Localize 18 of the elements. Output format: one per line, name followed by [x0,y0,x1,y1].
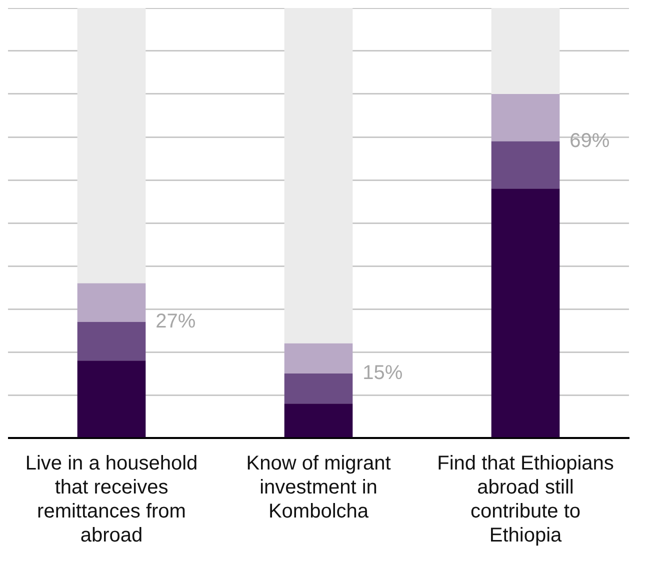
x-tick-label: Live in a household that receives remittances from abroad [25,452,198,547]
bar [491,94,560,142]
x-tick-label: Know of migrant investment in Kombolcha [246,452,392,523]
bar [77,8,146,284]
x-tick-label: Find that Ethiopians abroad still contribute to Ethiopia [437,452,614,547]
bar [491,141,560,189]
bar [491,8,560,94]
annotation: 15% [362,362,403,384]
bar [77,283,146,322]
annotation: 69% [570,130,610,152]
bar [77,360,146,438]
bar [491,188,560,438]
bar [77,322,146,361]
bar [284,8,353,344]
bar [284,343,353,374]
bar [284,404,353,438]
bar [284,374,353,404]
annotation: 27% [156,310,196,332]
